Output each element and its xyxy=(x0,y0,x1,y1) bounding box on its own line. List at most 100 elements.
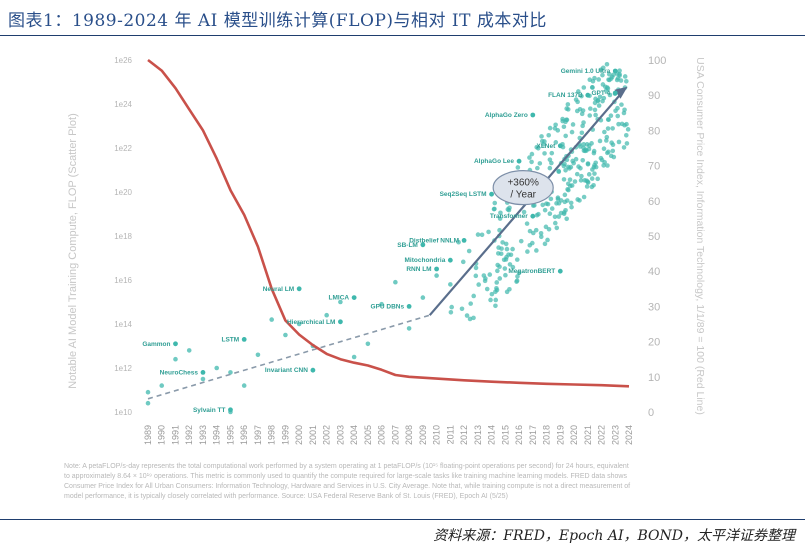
scatter-point xyxy=(553,122,558,128)
scatter-point xyxy=(406,326,412,331)
scatter-point xyxy=(495,268,500,274)
annotated-point xyxy=(406,304,412,309)
scatter-point xyxy=(565,107,571,112)
left-axis-label: Notable AI Model Training Compute, FLOP … xyxy=(67,113,79,389)
scatter-point xyxy=(159,383,165,388)
right-tick-label: 60 xyxy=(648,196,660,208)
right-axis: 0 10 20 30 40 50 60 70 80 90 100 xyxy=(648,55,666,419)
model-label: Neural LM xyxy=(263,286,294,293)
x-tick-label: 2011 xyxy=(445,425,455,444)
scatter-point xyxy=(595,176,600,182)
scatter-point xyxy=(542,139,547,144)
model-label: Sylvain TT xyxy=(193,407,226,414)
scatter-point xyxy=(473,273,479,279)
scatter-point xyxy=(566,181,571,187)
scatter-point xyxy=(591,148,597,154)
x-tick-label: 1996 xyxy=(239,425,249,445)
scatter-point xyxy=(497,227,502,233)
scatter-point xyxy=(510,246,515,252)
scatter-point xyxy=(524,221,530,226)
scatter-point xyxy=(616,139,622,145)
scatter-point xyxy=(506,207,512,213)
scatter-point xyxy=(498,210,503,216)
model-label: Transformer xyxy=(490,213,528,220)
scatter-point xyxy=(605,126,611,131)
right-tick-label: 40 xyxy=(648,266,660,278)
scatter-point xyxy=(503,272,508,278)
scatter-point xyxy=(534,248,539,253)
scatter-point xyxy=(542,207,548,213)
annotated-point xyxy=(420,242,426,248)
annotated-point xyxy=(612,68,618,74)
growth-label-line2: / Year xyxy=(510,190,536,201)
scatter-point xyxy=(606,72,612,77)
scatter-point xyxy=(621,110,627,116)
x-tick-label: 2016 xyxy=(514,425,524,445)
scatter-point xyxy=(549,160,554,166)
growth-bubble xyxy=(492,170,554,206)
x-tick-label: 2015 xyxy=(500,425,510,445)
left-axis: 1e10 1e12 1e14 1e16 1e18 1e20 1e22 1e24 1e26 xyxy=(114,56,132,417)
scatter-point xyxy=(488,297,493,303)
growth-label-line1: +360% xyxy=(507,178,539,189)
model-label: Distbelief NNLM xyxy=(409,237,459,244)
scatter-point xyxy=(200,376,206,382)
scatter-point xyxy=(546,226,552,232)
scatter-point xyxy=(588,106,593,111)
annotated-point xyxy=(612,90,618,96)
scatter-point xyxy=(616,121,621,127)
scatter-point xyxy=(515,274,520,279)
scatter-point xyxy=(585,161,591,166)
scatter-point xyxy=(619,102,624,107)
scatter-point xyxy=(600,98,605,104)
scatter-point xyxy=(579,111,585,117)
scatter-point xyxy=(579,93,584,99)
chart: 1e10 1e12 1e14 1e16 1e18 1e20 1e22 1e24 1e26 0 10… xyxy=(67,55,706,445)
scatter-point xyxy=(539,134,544,139)
scatter-point xyxy=(540,202,546,208)
scatter-point xyxy=(531,230,536,236)
scatter-point xyxy=(484,286,490,292)
scatter-point xyxy=(609,140,614,145)
scatter-point xyxy=(613,108,618,114)
scatter-point xyxy=(603,84,608,90)
scatter-point xyxy=(569,129,575,135)
scatter-point xyxy=(564,216,569,222)
model-label: Hierarchical LM xyxy=(287,319,335,326)
scatter-point xyxy=(586,172,592,177)
x-tick-label: 2018 xyxy=(542,425,552,445)
scatter-point xyxy=(535,165,540,171)
scatter-point xyxy=(535,145,541,151)
scatter-point xyxy=(596,103,602,108)
x-tick-label: 1993 xyxy=(198,425,208,445)
scatter-point xyxy=(241,383,247,388)
scatter-point xyxy=(622,74,628,79)
scatter-point xyxy=(471,315,476,321)
model-label: Mitochondria xyxy=(405,257,446,264)
scatter-point xyxy=(555,128,561,133)
scatter-point xyxy=(510,264,516,270)
x-tick-label: 1995 xyxy=(225,425,235,445)
scatter-point xyxy=(471,293,476,299)
x-tick-label: 2003 xyxy=(335,425,345,445)
scatter-point xyxy=(545,201,551,207)
scatter-point xyxy=(580,157,586,163)
scatter-point xyxy=(561,177,567,182)
source-divider xyxy=(0,519,805,520)
scatter-point xyxy=(552,214,558,220)
scatter-point xyxy=(493,297,499,303)
scatter-point xyxy=(602,129,607,135)
trend-arrowhead xyxy=(614,86,628,99)
scatter-point xyxy=(580,123,585,129)
scatter-point xyxy=(558,210,564,216)
scatter-point xyxy=(449,304,454,310)
scatter-point xyxy=(579,173,584,179)
figure-title: 图表1：1989-2024 年 AI 模型训练计算(FLOP)与相对 IT 成本… xyxy=(8,11,547,31)
x-tick-label: 2019 xyxy=(555,425,565,445)
annotated-point xyxy=(516,158,522,164)
model-label: Gammon xyxy=(142,341,170,348)
annotated-point xyxy=(241,337,247,342)
scatter-point xyxy=(586,146,592,152)
scatter-point xyxy=(552,220,558,226)
x-tick-label: 2007 xyxy=(390,425,400,445)
